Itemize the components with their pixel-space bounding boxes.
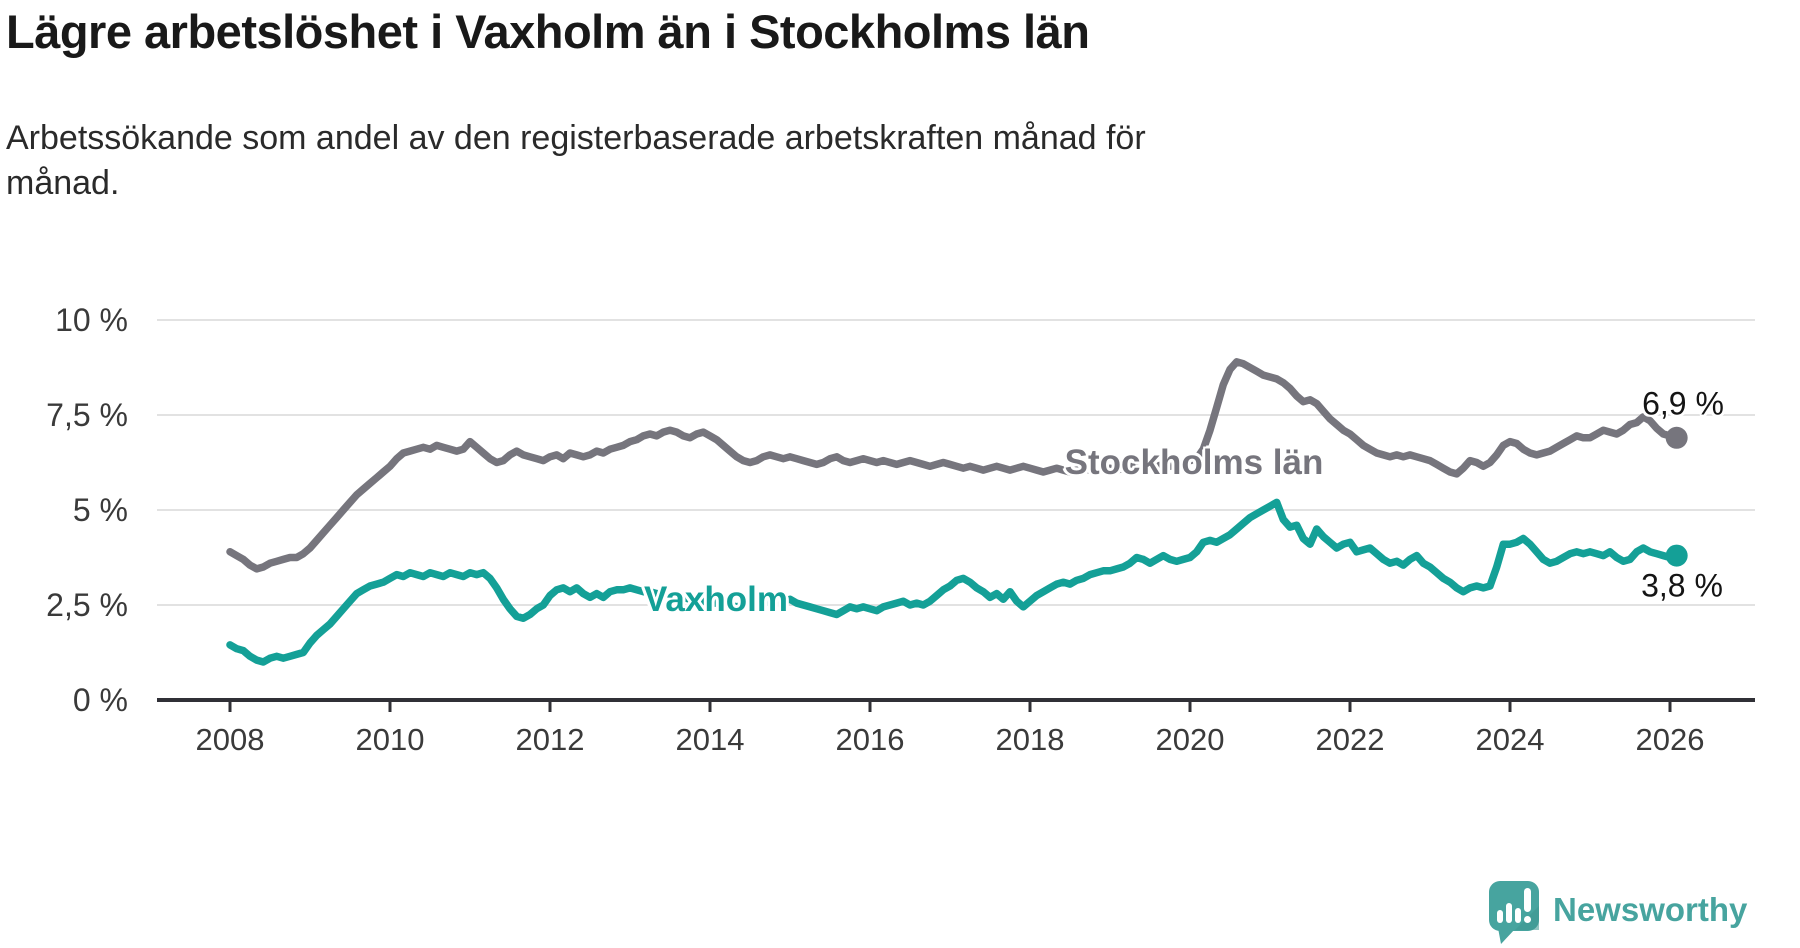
chart-subtitle-line1: Arbetssökande som andel av den registerb…	[6, 119, 1146, 157]
x-axis-label: 2010	[355, 722, 425, 757]
x-axis-label: 2022	[1315, 722, 1385, 757]
newsworthy-logo: Newsworthy	[1488, 880, 1747, 946]
y-axis-label: 5 %	[72, 492, 128, 528]
series-line	[226, 498, 1681, 666]
end-value-label-vaxholm: 3,8 %	[1641, 567, 1723, 604]
series-label-vaxholm: Vaxholm	[644, 580, 788, 619]
end-value-label-stockholm: 6,9 %	[1642, 385, 1724, 422]
chart-title: Lägre arbetslöshet i Vaxholm än i Stockh…	[6, 5, 1090, 58]
x-axis-label: 2024	[1475, 722, 1545, 757]
y-axis-label: 0 %	[72, 682, 128, 718]
x-axis-label: 2018	[995, 722, 1065, 757]
x-axis-label: 2020	[1155, 722, 1225, 757]
newsworthy-logo-text: Newsworthy	[1553, 891, 1748, 928]
x-axis-label: 2014	[675, 722, 745, 757]
x-axis-label: 2016	[835, 722, 905, 757]
series-end-dot	[1665, 426, 1688, 449]
series-end-dot	[1665, 544, 1688, 567]
x-axis-label: 2012	[515, 722, 585, 757]
y-axis-label: 10 %	[55, 302, 128, 338]
chart-subtitle-line2: månad.	[6, 163, 120, 202]
bar-chart-speech-bubble-icon	[1489, 881, 1539, 944]
y-axis-label: 2,5 %	[46, 587, 128, 623]
series-line	[226, 358, 1681, 573]
series-label-stockholms-lan: Stockholms län	[1064, 443, 1324, 482]
y-axis-label: 7,5 %	[46, 397, 128, 433]
chart-subtitle: Arbetssökande som andel av den registerb…	[6, 116, 1146, 206]
x-axis-label: 2008	[195, 722, 265, 757]
x-axis-label: 2026	[1635, 722, 1705, 757]
